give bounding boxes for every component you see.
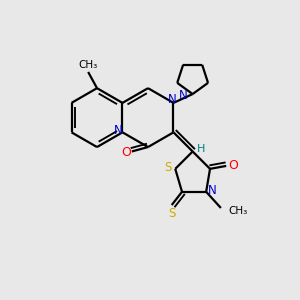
Text: CH₃: CH₃ — [228, 206, 248, 216]
Text: N: N — [114, 124, 122, 137]
Text: N: N — [208, 184, 216, 197]
Text: H: H — [197, 143, 205, 154]
Text: S: S — [168, 207, 176, 220]
Text: O: O — [228, 159, 238, 172]
Text: N: N — [168, 93, 176, 106]
Text: O: O — [121, 146, 131, 159]
Text: CH₃: CH₃ — [79, 60, 98, 70]
Text: N: N — [179, 89, 188, 102]
Text: S: S — [164, 161, 172, 174]
